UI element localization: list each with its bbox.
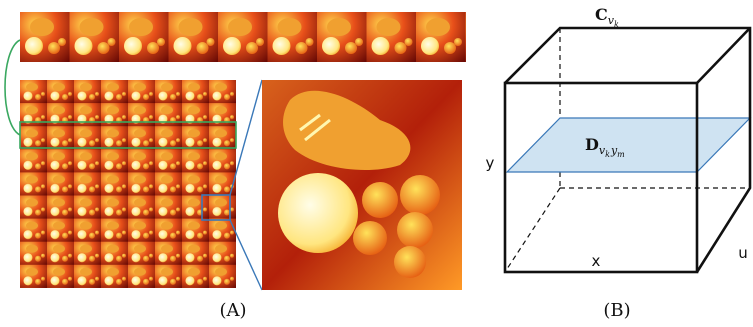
view-grid xyxy=(20,80,236,288)
row-connector xyxy=(5,40,20,135)
zoomed-view xyxy=(262,80,462,290)
cube-label: Cvk xyxy=(595,5,619,29)
slice-plane xyxy=(507,118,750,172)
caption-b: (B) xyxy=(603,300,630,321)
figure: (A) Cvk Dvkym y x u (B) xyxy=(0,0,753,327)
plane-label-subsub: m xyxy=(617,150,625,159)
cube-label-subsub: k xyxy=(614,20,619,29)
caption-a: (A) xyxy=(219,300,246,321)
axis-label-u: u xyxy=(738,244,748,262)
axis-label-y: y xyxy=(486,154,495,172)
plane-label-subsub: k xyxy=(605,150,610,159)
axis-label-x: x xyxy=(592,252,601,270)
plane-label-base: D xyxy=(585,135,599,154)
page: {"panel_a": {"caption": "(A)"}, "panel_b… xyxy=(0,0,753,327)
view-strip xyxy=(20,12,466,62)
cube-label-base: C xyxy=(595,5,608,24)
